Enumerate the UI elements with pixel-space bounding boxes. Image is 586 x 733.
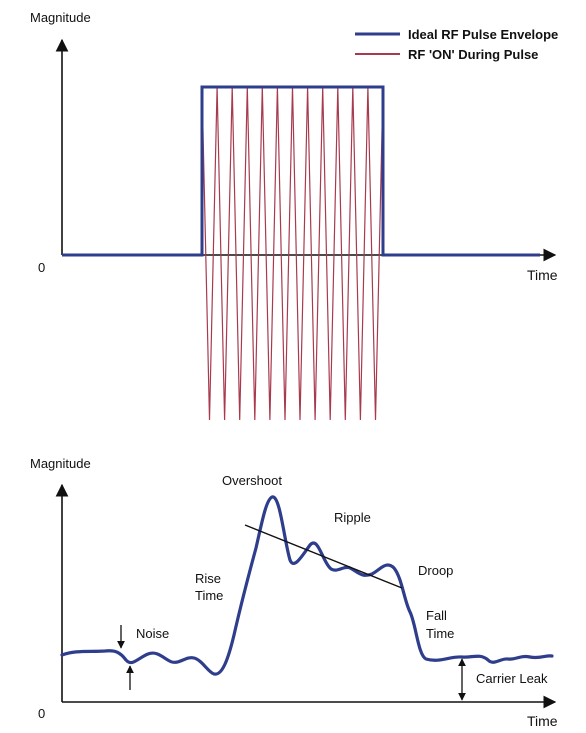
label-fall-time-1: Fall	[426, 608, 447, 623]
top-legend: Ideal RF Pulse Envelope RF 'ON' During P…	[355, 27, 558, 62]
label-carrier-leak: Carrier Leak	[476, 671, 548, 686]
label-noise: Noise	[136, 626, 169, 641]
legend-label-envelope: Ideal RF Pulse Envelope	[408, 27, 558, 42]
bottom-y-axis-label: Magnitude	[30, 456, 91, 471]
legend-label-rf: RF 'ON' During Pulse	[408, 47, 538, 62]
label-rise-time-1: Rise	[195, 571, 221, 586]
top-y-axis-label: Magnitude	[30, 10, 91, 25]
bottom-diagram: Magnitude Time 0 Overshoot Ripple Droop …	[30, 456, 558, 729]
bottom-x-axis-label: Time	[527, 713, 558, 729]
ideal-pulse-envelope	[62, 85, 540, 257]
top-origin-label: 0	[38, 260, 45, 275]
bottom-origin-label: 0	[38, 706, 45, 721]
droop-line	[244, 524, 403, 589]
label-fall-time-2: Time	[426, 626, 454, 641]
top-x-axis-label: Time	[527, 267, 558, 283]
label-ripple: Ripple	[334, 510, 371, 525]
label-overshoot: Overshoot	[222, 473, 282, 488]
real-pulse-waveform	[60, 495, 554, 676]
label-rise-time-2: Time	[195, 588, 223, 603]
rf-on-signal	[201, 86, 384, 421]
top-diagram: Magnitude Time 0 Ideal RF Pulse Envelope…	[30, 10, 558, 421]
label-droop: Droop	[418, 563, 453, 578]
